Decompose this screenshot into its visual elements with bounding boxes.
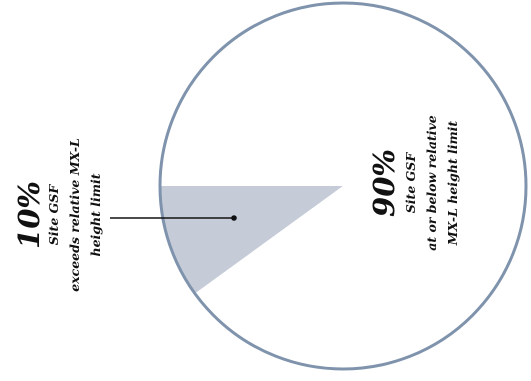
slice-90-label-line-3: MX-L height limit bbox=[445, 121, 460, 247]
slice-90-percent: 90% bbox=[367, 149, 401, 217]
slice-90-label-line-1: Site GSF bbox=[403, 152, 418, 214]
pie-outline bbox=[158, 1, 528, 371]
slice-10-percent: 10% bbox=[12, 181, 46, 249]
pie-slices bbox=[160, 2, 527, 369]
slice-10-leader-dot bbox=[231, 215, 237, 221]
slice-90-label-line-2: at or below relative bbox=[424, 115, 439, 251]
slice-10-label-line-2: exceeds relative MX-L bbox=[67, 138, 82, 292]
slice-90-label-group: 90% Site GSF at or below relative MX-L h… bbox=[367, 115, 460, 251]
pie-slice-10 bbox=[160, 186, 343, 294]
slice-10-label-group: 10% Site GSF exceeds relative MX-L heigh… bbox=[12, 138, 103, 292]
slice-10-label-line-3: height limit bbox=[88, 173, 103, 256]
pie-slice-90 bbox=[160, 2, 527, 369]
slice-10-label-line-1: Site GSF bbox=[46, 184, 61, 246]
